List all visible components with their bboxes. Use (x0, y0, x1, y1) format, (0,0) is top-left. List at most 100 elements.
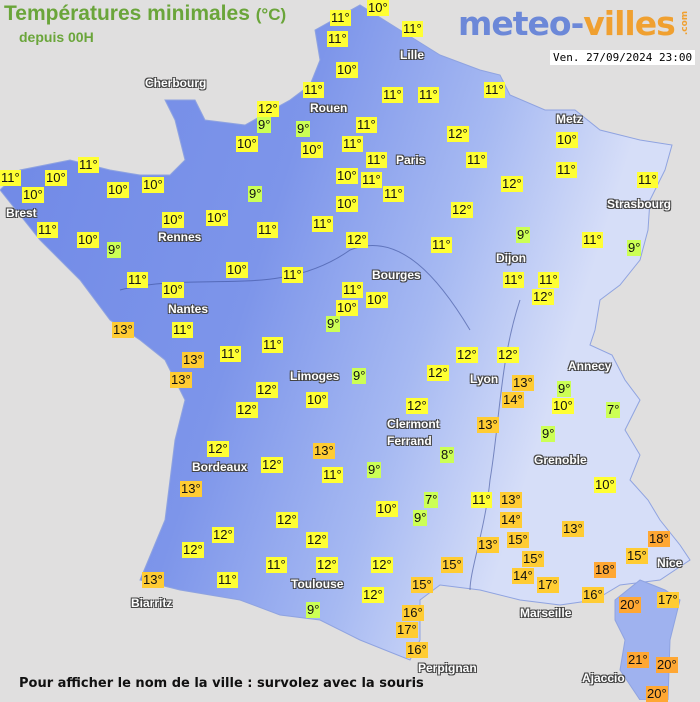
temperature-reading[interactable]: 11° (431, 237, 452, 253)
temperature-reading[interactable]: 12° (447, 126, 469, 142)
temperature-reading[interactable]: 10° (236, 136, 258, 152)
temperature-reading[interactable]: 11° (282, 267, 303, 283)
temperature-reading[interactable]: 12° (501, 176, 523, 192)
temperature-reading[interactable]: 13° (562, 521, 584, 537)
temperature-reading[interactable]: 11° (312, 216, 333, 232)
temperature-reading[interactable]: 12° (236, 402, 258, 418)
temperature-reading[interactable]: 12° (256, 382, 278, 398)
temperature-reading[interactable]: 15° (411, 577, 433, 593)
temperature-reading[interactable]: 10° (22, 187, 44, 203)
temperature-reading[interactable]: 9° (367, 462, 382, 478)
temperature-reading[interactable]: 12° (306, 532, 328, 548)
temperature-reading[interactable]: 12° (276, 512, 298, 528)
temperature-reading[interactable]: 11° (172, 322, 193, 338)
temperature-reading[interactable]: 11° (366, 152, 387, 168)
temperature-reading[interactable]: 9° (306, 602, 321, 618)
temperature-reading[interactable]: 20° (646, 686, 668, 702)
temperature-reading[interactable]: 15° (626, 548, 648, 564)
temperature-reading[interactable]: 12° (257, 101, 279, 117)
temperature-reading[interactable]: 9° (352, 368, 367, 384)
temperature-reading[interactable]: 11° (503, 272, 524, 288)
temperature-reading[interactable]: 15° (441, 557, 463, 573)
temperature-reading[interactable]: 8° (440, 447, 455, 463)
temperature-reading[interactable]: 9° (296, 121, 311, 137)
temperature-reading[interactable]: 10° (306, 392, 328, 408)
temperature-reading[interactable]: 11° (37, 222, 58, 238)
temperature-reading[interactable]: 10° (336, 62, 358, 78)
temperature-reading[interactable]: 11° (418, 87, 439, 103)
temperature-reading[interactable]: 11° (303, 82, 324, 98)
temperature-reading[interactable]: 13° (477, 417, 499, 433)
temperature-reading[interactable]: 9° (516, 227, 531, 243)
temperature-reading[interactable]: 13° (112, 322, 134, 338)
temperature-reading[interactable]: 12° (406, 398, 428, 414)
temperature-reading[interactable]: 11° (382, 87, 403, 103)
temperature-reading[interactable]: 11° (356, 117, 377, 133)
temperature-reading[interactable]: 10° (45, 170, 67, 186)
temperature-reading[interactable]: 12° (212, 527, 234, 543)
temperature-reading[interactable]: 9° (326, 316, 341, 332)
temperature-reading[interactable]: 14° (502, 392, 524, 408)
temperature-reading[interactable]: 18° (594, 562, 616, 578)
temperature-reading[interactable]: 12° (207, 441, 229, 457)
temperature-reading[interactable]: 13° (170, 372, 192, 388)
temperature-reading[interactable]: 11° (637, 172, 658, 188)
temperature-reading[interactable]: 11° (361, 172, 382, 188)
temperature-reading[interactable]: 11° (330, 10, 351, 26)
temperature-reading[interactable]: 11° (342, 136, 363, 152)
temperature-reading[interactable]: 12° (456, 347, 478, 363)
temperature-reading[interactable]: 7° (606, 402, 621, 418)
temperature-reading[interactable]: 12° (427, 365, 449, 381)
temperature-reading[interactable]: 11° (322, 467, 343, 483)
temperature-reading[interactable]: 10° (336, 300, 358, 316)
temperature-reading[interactable]: 10° (367, 0, 389, 16)
temperature-reading[interactable]: 14° (500, 512, 522, 528)
temperature-reading[interactable]: 11° (257, 222, 278, 238)
temperature-reading[interactable]: 11° (484, 82, 505, 98)
temperature-reading[interactable]: 10° (336, 196, 358, 212)
temperature-reading[interactable]: 10° (77, 232, 99, 248)
temperature-reading[interactable]: 10° (206, 210, 228, 226)
temperature-reading[interactable]: 11° (466, 152, 487, 168)
temperature-reading[interactable]: 11° (582, 232, 603, 248)
temperature-reading[interactable]: 12° (371, 557, 393, 573)
temperature-reading[interactable]: 14° (512, 568, 534, 584)
temperature-reading[interactable]: 9° (413, 510, 428, 526)
temperature-reading[interactable]: 13° (180, 481, 202, 497)
temperature-reading[interactable]: 13° (142, 572, 164, 588)
temperature-reading[interactable]: 10° (336, 168, 358, 184)
temperature-reading[interactable]: 12° (316, 557, 338, 573)
temperature-reading[interactable]: 11° (402, 21, 423, 37)
temperature-reading[interactable]: 20° (656, 657, 678, 673)
temperature-reading[interactable]: 16° (402, 605, 424, 621)
temperature-reading[interactable]: 11° (327, 31, 348, 47)
temperature-reading[interactable]: 11° (0, 170, 21, 186)
temperature-reading[interactable]: 17° (657, 592, 679, 608)
temperature-reading[interactable]: 11° (538, 272, 559, 288)
temperature-reading[interactable]: 12° (362, 587, 384, 603)
temperature-reading[interactable]: 12° (451, 202, 473, 218)
temperature-reading[interactable]: 11° (342, 282, 363, 298)
temperature-reading[interactable]: 13° (477, 537, 499, 553)
temperature-reading[interactable]: 20° (619, 597, 641, 613)
temperature-reading[interactable]: 11° (217, 572, 238, 588)
temperature-reading[interactable]: 12° (182, 542, 204, 558)
temperature-reading[interactable]: 9° (627, 240, 642, 256)
temperature-reading[interactable]: 10° (556, 132, 578, 148)
temperature-reading[interactable]: 9° (541, 426, 556, 442)
temperature-reading[interactable]: 10° (142, 177, 164, 193)
temperature-reading[interactable]: 12° (532, 289, 554, 305)
temperature-reading[interactable]: 11° (220, 346, 241, 362)
temperature-reading[interactable]: 9° (557, 381, 572, 397)
temperature-reading[interactable]: 12° (261, 457, 283, 473)
temperature-reading[interactable]: 21° (627, 652, 649, 668)
temperature-reading[interactable]: 12° (346, 232, 368, 248)
temperature-reading[interactable]: 10° (594, 477, 616, 493)
temperature-reading[interactable]: 11° (556, 162, 577, 178)
temperature-reading[interactable]: 16° (406, 642, 428, 658)
temperature-reading[interactable]: 15° (507, 532, 529, 548)
temperature-reading[interactable]: 18° (648, 531, 670, 547)
temperature-reading[interactable]: 10° (366, 292, 388, 308)
temperature-reading[interactable]: 16° (582, 587, 604, 603)
temperature-reading[interactable]: 10° (162, 212, 184, 228)
